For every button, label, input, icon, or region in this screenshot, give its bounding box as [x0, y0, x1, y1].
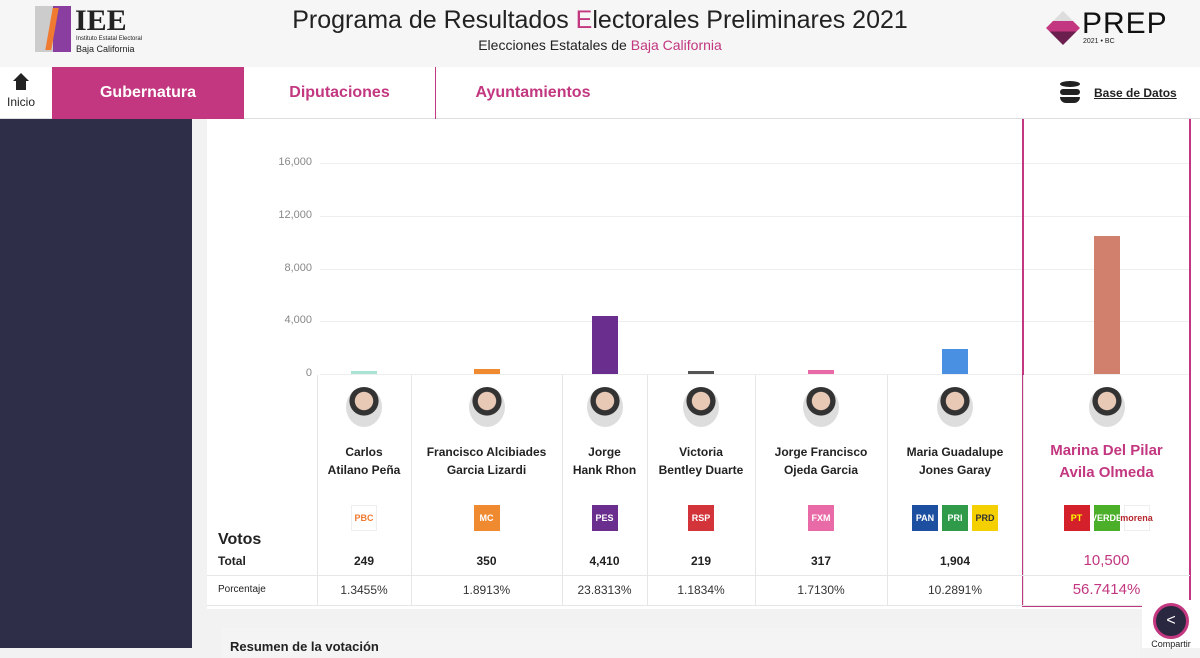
bar[interactable]: [351, 370, 377, 374]
header: IEE Instituto Estatal Electoral Baja Cal…: [0, 0, 1200, 67]
table-bottom: [207, 605, 1190, 606]
vote-total: 1,904: [939, 554, 971, 568]
database-link[interactable]: Base de Datos: [1060, 81, 1177, 105]
candidate-photo: [683, 387, 719, 427]
vote-percentage: 1.1834%: [677, 583, 725, 597]
home-icon: [12, 73, 30, 91]
vote-percentage: 1.3455%: [340, 583, 388, 597]
candidate-column: [755, 375, 887, 606]
candidate-column: [1023, 375, 1190, 606]
gridline: [320, 215, 1190, 217]
bar[interactable]: [1093, 235, 1120, 374]
party-logo-pt: PT: [1063, 505, 1090, 531]
candidate-name: Carlos Atilano Peña: [327, 445, 401, 477]
main-nav: Inicio Gubernatura Diputaciones Ayuntami…: [0, 67, 1200, 119]
sidebar: [0, 119, 192, 648]
party-logo-morena: morena: [1120, 505, 1153, 531]
party-logo-pes: PES: [591, 505, 618, 531]
candidate-photo: [468, 387, 505, 427]
candidate-column: [887, 375, 1023, 606]
gridline: [320, 163, 1190, 164]
candidate-name: Victoria Bentley Duarte: [658, 445, 744, 477]
porcentaje-label: Porcentaje: [218, 584, 266, 595]
party-logo-mc: MC: [473, 505, 500, 531]
vote-total: 10,500: [1083, 552, 1130, 569]
database-icon: [1060, 81, 1080, 105]
candidate-column: [317, 375, 411, 606]
gridline: [320, 321, 1190, 323]
y-tick-label: 4,000: [284, 314, 312, 327]
candidate-photo: [1088, 387, 1125, 427]
candidate-name: Jorge Hank Rhon: [572, 445, 637, 477]
candidate-photo: [586, 387, 623, 427]
candidate-name: Francisco Alcibiades Garcia Lizardi: [426, 445, 547, 477]
vote-percentage: 1.7130%: [797, 583, 845, 597]
candidate-name: Marina Del Pilar Avila Olmeda: [1050, 442, 1163, 481]
vote-total: 317: [810, 554, 832, 568]
vote-total: 219: [690, 554, 712, 568]
bar[interactable]: [473, 369, 500, 374]
share-button[interactable]: < Compartir: [1142, 600, 1200, 649]
vote-total: 4,410: [589, 554, 620, 568]
party-logo-pbc: PBC: [351, 505, 377, 531]
party-logo-pri: PRI: [942, 505, 968, 531]
votos-label: Votos: [218, 531, 262, 548]
vote-percentage: 1.8913%: [462, 583, 511, 597]
vote-total: 350: [476, 554, 497, 568]
party-logo-fxm: FXM: [808, 505, 834, 531]
candidate-photo: [346, 387, 382, 427]
tab-gubernatura[interactable]: Gubernatura: [52, 67, 244, 119]
page-subtitle: Elecciones Estatales de Baja California: [478, 37, 722, 53]
table-divider: [207, 575, 1190, 576]
y-tick-label: 0: [305, 367, 312, 379]
vote-percentage: 56.7414%: [1072, 581, 1141, 598]
y-tick-label: 8,000: [284, 261, 312, 274]
party-logo-verde: VERDE: [1091, 505, 1122, 531]
iee-logo[interactable]: IEE Instituto Estatal Electoral Baja Cal…: [35, 6, 150, 54]
candidate-column: [411, 375, 562, 606]
y-tick-label: 16,000: [278, 156, 312, 168]
candidate-column: [562, 375, 647, 606]
candidate-name: Jorge Francisco Ojeda Garcia: [774, 445, 868, 477]
vote-percentage: 10.2891%: [927, 583, 983, 597]
share-icon: <: [1153, 603, 1189, 639]
party-logo-prd: PRD: [972, 505, 998, 531]
gridline: [320, 374, 1190, 375]
bar[interactable]: [808, 369, 834, 374]
highlight-frame: [1022, 119, 1191, 607]
candidate-photo: [803, 387, 839, 427]
bar[interactable]: [942, 348, 968, 374]
candidate-photo: [937, 387, 973, 427]
gridline: [320, 268, 1190, 270]
candidate-name: Maria Guadalupe Jones Garay: [906, 445, 1004, 477]
y-tick-label: 12,000: [278, 208, 312, 221]
bar[interactable]: [688, 371, 714, 374]
total-label: Total: [218, 554, 246, 568]
vote-total: 249: [353, 554, 375, 568]
tab-ayuntamientos[interactable]: Ayuntamientos: [475, 84, 591, 101]
tab-diputaciones[interactable]: Diputaciones: [244, 67, 436, 119]
prep-logo[interactable]: PREP 2021 • BC: [1045, 9, 1175, 50]
summary-section[interactable]: Resumen de la votación: [222, 628, 1140, 658]
vote-percentage: 23.8313%: [577, 583, 632, 597]
candidate-column: [647, 375, 755, 606]
page-title: Programa de Resultados Electorales Preli…: [292, 6, 908, 34]
home-button[interactable]: Inicio: [0, 67, 42, 119]
party-logo-rsp: RSP: [688, 505, 714, 531]
party-logo-pan: PAN: [912, 505, 938, 531]
bar[interactable]: [591, 315, 618, 374]
